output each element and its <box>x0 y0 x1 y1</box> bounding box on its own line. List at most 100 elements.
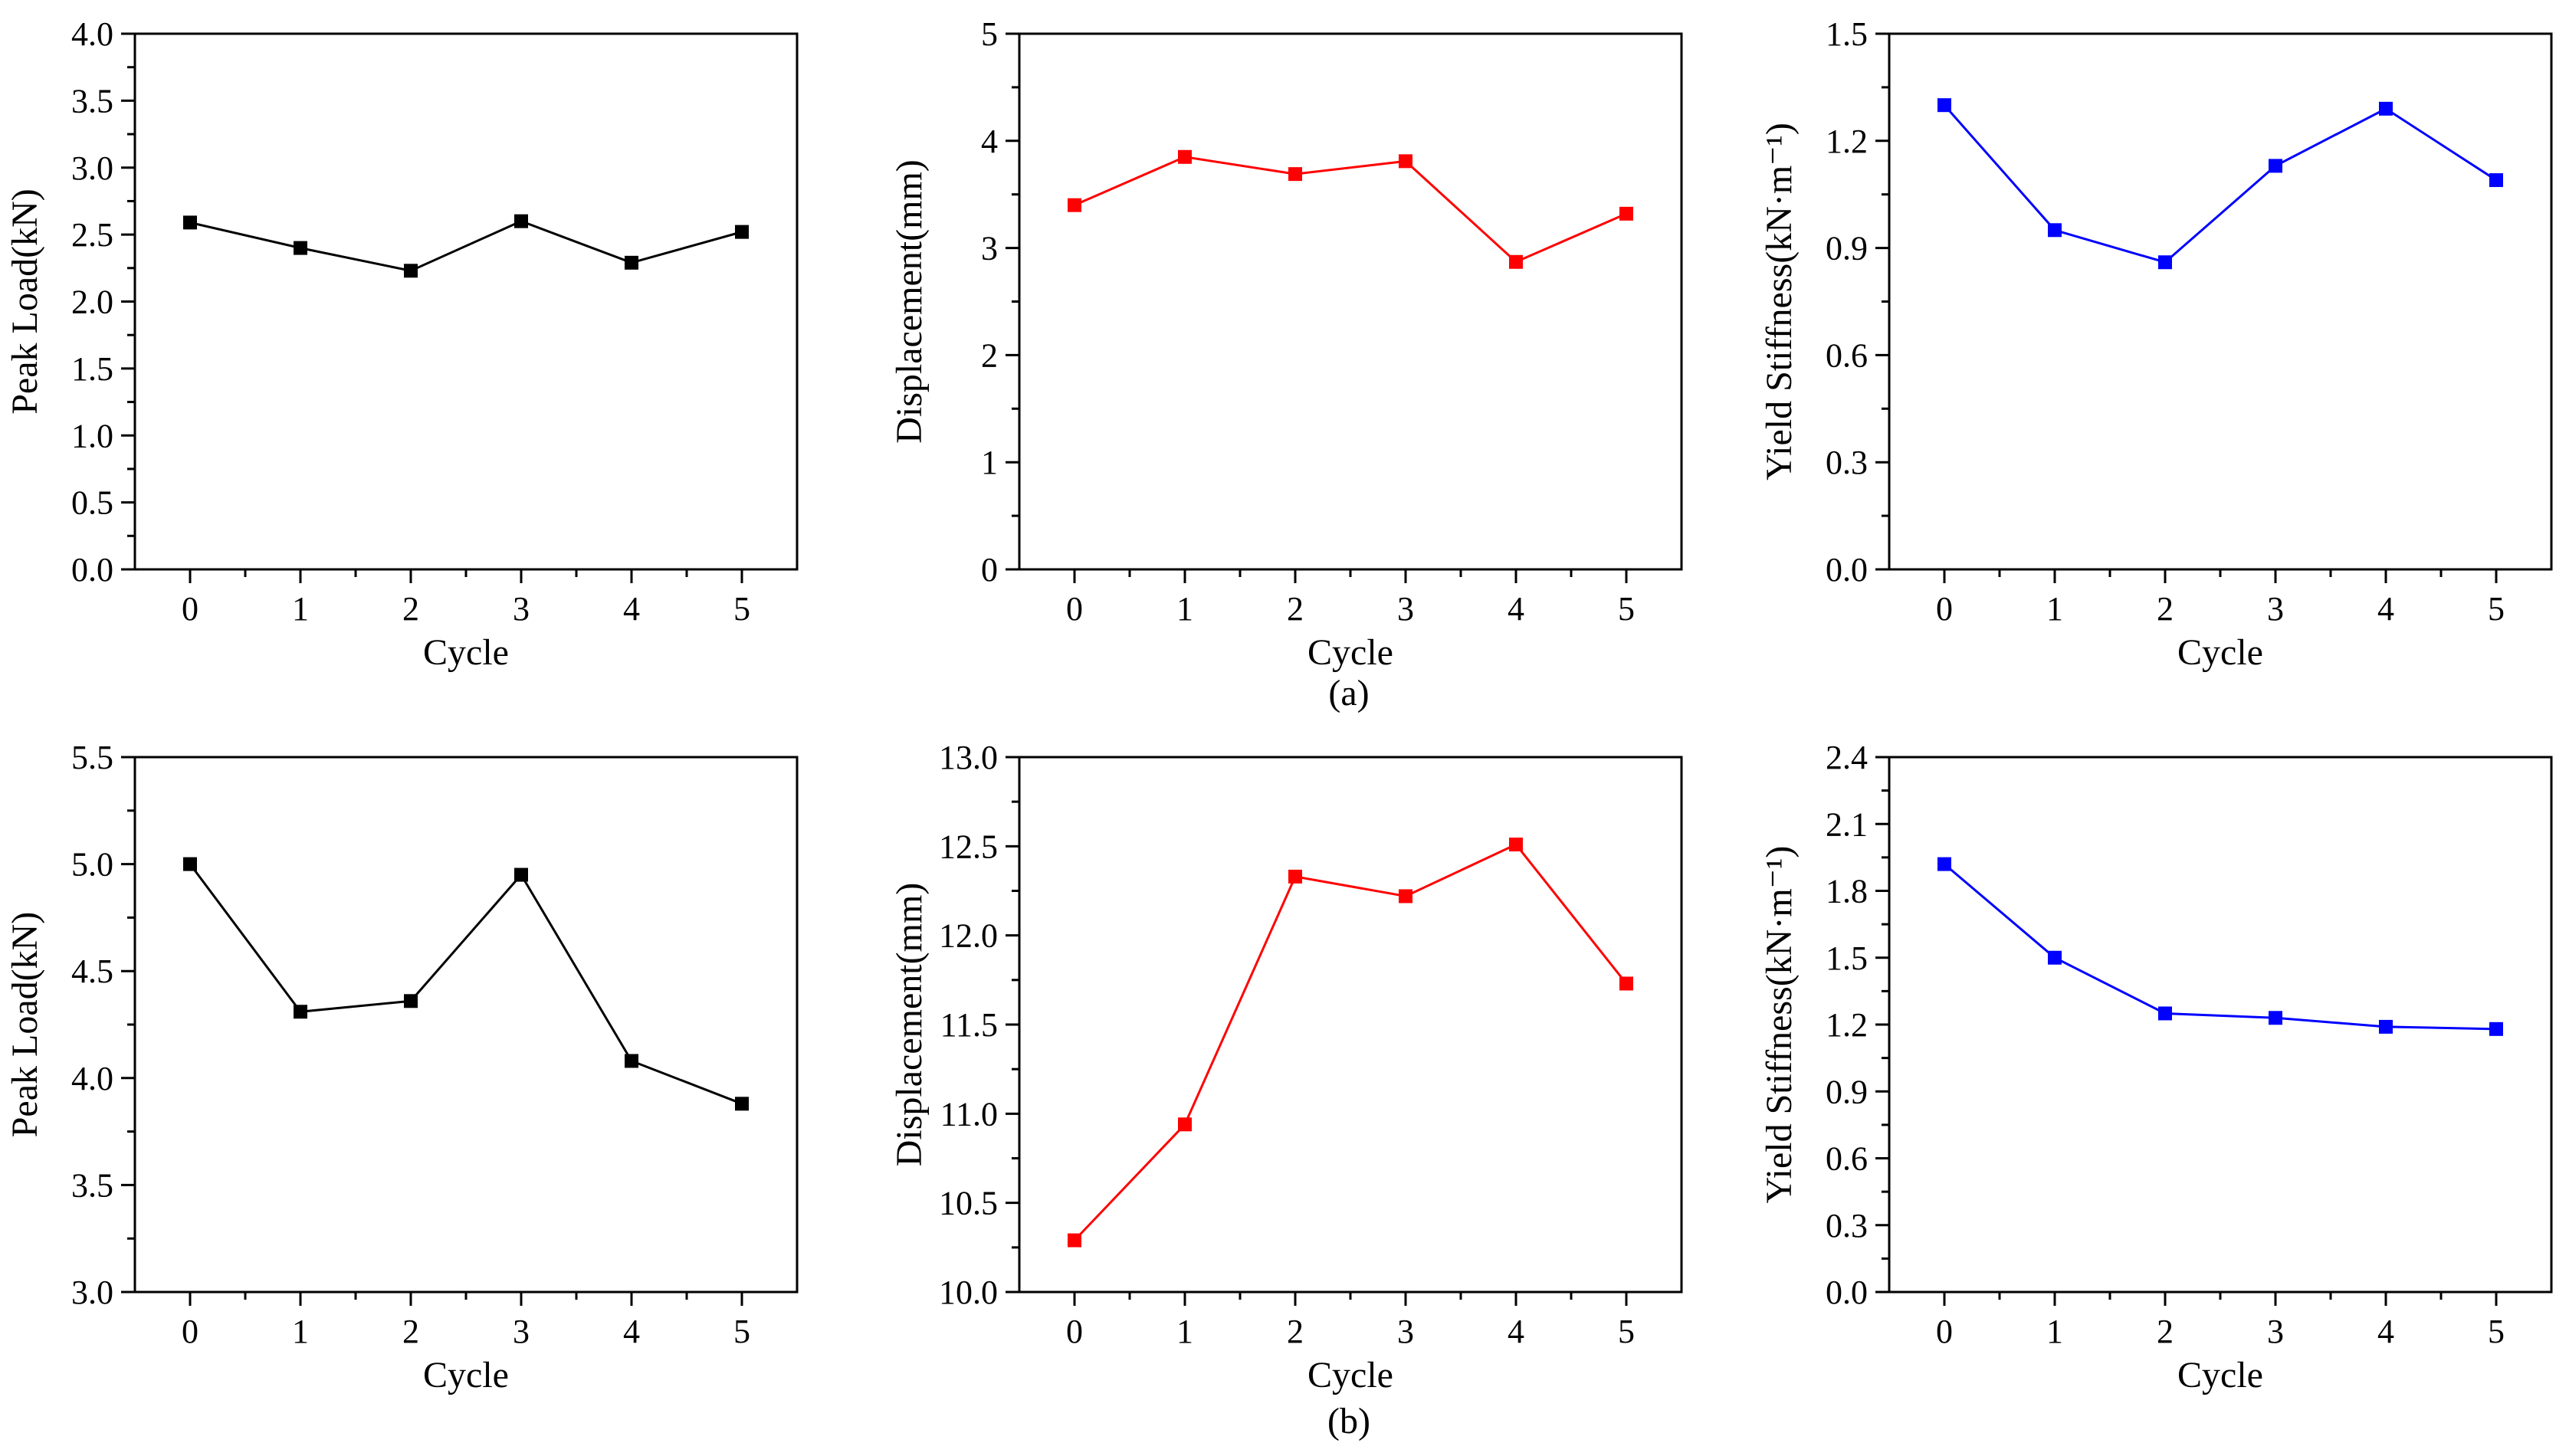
chart5-x-tick-label: 2 <box>1287 1313 1304 1350</box>
chart5-data-point <box>1178 1117 1192 1132</box>
chart5-x-tick-label: 1 <box>1176 1313 1193 1350</box>
chart4-x-tick-label: 4 <box>623 1313 640 1350</box>
chart5-plot-frame <box>1018 756 1683 1294</box>
chart2-x-tick-label: 0 <box>1066 590 1083 628</box>
chart1-y-axis-label: Peak Load(kN) <box>5 189 45 415</box>
chart4-data-point <box>514 867 528 882</box>
chart1-y-tick-label: 0.0 <box>71 551 113 589</box>
chart3-data-point <box>2048 223 2062 238</box>
chart5-series-line <box>1073 843 1628 1241</box>
chart2-y-tick-label: 5 <box>981 15 998 53</box>
chart3-y-tick-label: 0.6 <box>1826 336 1868 374</box>
chart4-y-tick-label: 3.0 <box>71 1274 113 1311</box>
chart2-y-tick-label: 1 <box>981 444 998 481</box>
chart3-y-axis-label: Yield Stiffness(kN·m⁻¹) <box>1759 123 1800 480</box>
chart3-x-tick-label: 1 <box>2046 590 2063 628</box>
chart5-x-tick-label: 4 <box>1508 1313 1524 1350</box>
chart5-x-axis-label: Cycle <box>1307 1355 1393 1395</box>
chart3-y-tick-label: 1.5 <box>1826 15 1868 53</box>
chart4-x-tick-label: 0 <box>182 1313 198 1350</box>
chart1-x-tick-label: 3 <box>513 590 530 628</box>
chart3-x-tick-label: 4 <box>2377 590 2394 628</box>
chart5-y-tick-label: 11.0 <box>940 1095 998 1133</box>
chart6-x-tick-label: 2 <box>2157 1313 2174 1350</box>
chart2-x-tick-label: 1 <box>1176 590 1193 628</box>
chart1-x-tick-label: 0 <box>182 590 198 628</box>
chart2-y-tick-label: 2 <box>981 336 998 374</box>
chart4-x-tick-label: 2 <box>402 1313 419 1350</box>
chart5-y-tick-label: 11.5 <box>940 1006 998 1044</box>
chart5-data-point <box>1399 889 1412 903</box>
chart1-x-tick-label: 4 <box>623 590 640 628</box>
chart6-plot-frame <box>1888 756 2553 1294</box>
chart5-x-tick-label: 3 <box>1397 1313 1414 1350</box>
chart4-y-tick-label: 5.5 <box>71 739 113 776</box>
chart3-x-tick-label: 2 <box>2157 590 2174 628</box>
chart6-x-tick-label: 0 <box>1936 1313 1953 1350</box>
chart1-data-point <box>183 215 197 230</box>
chart4-y-tick-label: 4.0 <box>71 1060 113 1097</box>
chart2-y-tick-label: 4 <box>981 123 998 160</box>
chart1-data-point <box>404 264 418 278</box>
chart1-data-point <box>735 225 749 239</box>
chart1-plot-frame <box>133 32 799 571</box>
chart5-x-tick-label: 0 <box>1066 1313 1083 1350</box>
chart1-x-axis-label: Cycle <box>423 632 509 673</box>
chart4-data-point <box>183 857 197 871</box>
chart5-y-tick-label: 13.0 <box>939 739 998 776</box>
chart4-x-axis-label: Cycle <box>423 1355 509 1395</box>
chart6-y-tick-label: 1.8 <box>1826 873 1868 910</box>
chart6-data-point <box>2158 1006 2172 1021</box>
chart4-plot-frame <box>133 756 799 1294</box>
chart6-data-point <box>2269 1011 2282 1025</box>
chart5-data-point <box>1509 838 1523 852</box>
chart4-x-tick-label: 3 <box>513 1313 530 1350</box>
chart2-x-tick-label: 2 <box>1287 590 1304 628</box>
chart5-y-tick-label: 12.5 <box>939 828 998 865</box>
chart3-data-point <box>1937 98 1951 113</box>
chart6-y-tick-label: 2.4 <box>1826 739 1868 776</box>
chart1-y-tick-label: 4.0 <box>71 15 113 53</box>
chart4-series-line <box>189 863 743 1105</box>
chart6-y-tick-label: 0.0 <box>1826 1274 1868 1311</box>
chart3-y-tick-label: 0.3 <box>1826 444 1868 481</box>
chart3-x-tick-label: 0 <box>1936 590 1953 628</box>
chart2-data-point <box>1288 167 1302 182</box>
chart1-x-tick-label: 1 <box>292 590 309 628</box>
chart6-y-tick-label: 0.3 <box>1826 1207 1868 1244</box>
chart2-data-point <box>1619 206 1633 221</box>
chart5-data-point <box>1288 869 1302 884</box>
chart1-y-tick-label: 1.0 <box>71 417 113 454</box>
chart4-x-tick-label: 5 <box>733 1313 750 1350</box>
chart5-data-point <box>1068 1233 1081 1248</box>
chart4-y-axis-label: Peak Load(kN) <box>5 912 45 1138</box>
chart2-x-axis-label: Cycle <box>1307 632 1393 673</box>
chart3-data-point <box>2158 255 2172 270</box>
chart6-y-tick-label: 0.9 <box>1826 1073 1868 1110</box>
chart3-y-tick-label: 0.9 <box>1826 230 1868 267</box>
chart4-x-tick-label: 1 <box>292 1313 309 1350</box>
chart4-data-point <box>735 1097 749 1111</box>
chart5-y-tick-label: 10.5 <box>939 1185 998 1222</box>
chart2-data-point <box>1509 254 1523 269</box>
chart2-data-point <box>1068 198 1081 212</box>
chart1-data-point <box>514 214 528 228</box>
chart5-y-axis-label: Displacement(mm) <box>889 883 930 1167</box>
chart2-x-tick-label: 4 <box>1508 590 1524 628</box>
chart6-data-point <box>2489 1021 2503 1036</box>
chart6-y-axis-label: Yield Stiffness(kN·m⁻¹) <box>1759 846 1800 1204</box>
chart3-x-axis-label: Cycle <box>2177 632 2263 673</box>
chart2-series-line <box>1074 156 1627 264</box>
chart6-y-tick-label: 2.1 <box>1826 805 1868 843</box>
chart5-x-tick-label: 5 <box>1618 1313 1635 1350</box>
chart3-x-tick-label: 5 <box>2488 590 2505 628</box>
panel-caption: (b) <box>1327 1401 1370 1441</box>
chart4-data-point <box>625 1054 638 1068</box>
chart6-y-tick-label: 1.2 <box>1826 1006 1868 1044</box>
chart6-x-tick-label: 4 <box>2377 1313 2394 1350</box>
chart3-x-tick-label: 3 <box>2267 590 2284 628</box>
chart3-data-point <box>2269 159 2282 173</box>
chart3-series-line <box>1943 104 2497 264</box>
